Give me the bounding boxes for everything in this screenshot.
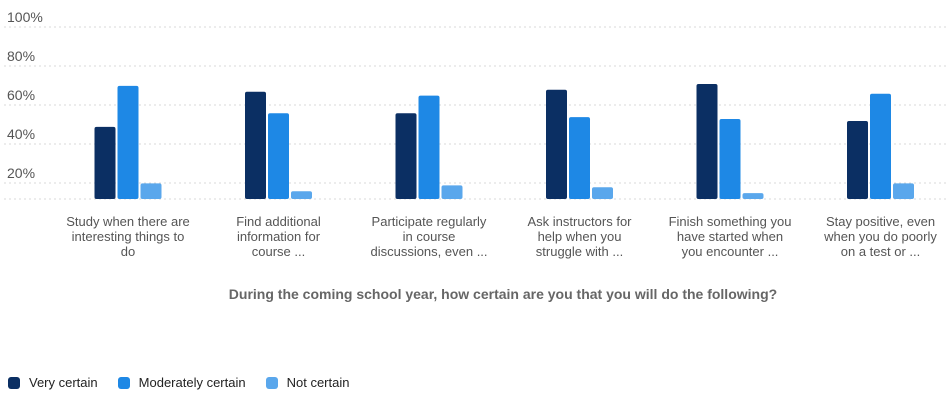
bar-very-certain[interactable] — [546, 89, 567, 199]
legend-item[interactable]: Moderately certain — [117, 375, 246, 390]
bar-moderately-certain[interactable] — [569, 117, 590, 199]
y-tick-label: 100% — [7, 9, 43, 25]
bar-not-certain[interactable] — [893, 183, 914, 199]
legend-swatch — [117, 376, 130, 389]
bar-very-certain[interactable] — [395, 113, 417, 199]
grid-lines — [4, 26, 948, 200]
y-tick-label: 60% — [7, 87, 35, 103]
bar-moderately-certain[interactable] — [719, 119, 741, 199]
bar-moderately-certain[interactable] — [870, 93, 891, 199]
legend-item[interactable]: Very certain — [8, 375, 98, 390]
bar-moderately-certain[interactable] — [418, 95, 440, 199]
bar-very-certain[interactable] — [847, 121, 868, 199]
category-label: Finish something you have started when you… — [669, 214, 792, 259]
bar-moderately-certain[interactable] — [117, 85, 139, 199]
legend-label: Very certain — [29, 375, 98, 390]
bar-very-certain[interactable] — [245, 91, 266, 199]
category-label: Stay positive, even when you do poorly on … — [823, 214, 937, 259]
bar-not-certain[interactable] — [592, 187, 613, 199]
x-axis-title: During the coming school year, how certa… — [229, 286, 777, 302]
category-label: Study when there are interesting things t… — [66, 214, 190, 259]
legend-item[interactable]: Not certain — [265, 375, 350, 390]
legend-swatch — [265, 376, 278, 389]
category-label: Ask instructors for help when you struggle… — [527, 214, 632, 259]
category-label: Participate regularly in course discussion… — [370, 214, 487, 259]
bar-not-certain[interactable] — [441, 185, 463, 199]
legend: Very certain Moderately certain Not certai… — [8, 375, 369, 390]
legend-swatch — [8, 376, 20, 389]
bar-very-certain[interactable] — [696, 83, 718, 199]
category-label: Find additional information for course ... — [236, 214, 321, 259]
y-tick-label: 80% — [7, 48, 35, 64]
bar-moderately-certain[interactable] — [268, 113, 289, 199]
y-axis-ticks: 100% 80% 60% 40% 20% — [7, 9, 43, 181]
bar-not-certain[interactable] — [140, 183, 162, 199]
category-labels: Study when there are interesting things t… — [66, 214, 937, 259]
legend-label: Not certain — [286, 375, 350, 390]
legend-label: Moderately certain — [138, 375, 246, 390]
bar-not-certain[interactable] — [291, 191, 312, 199]
y-tick-label: 40% — [7, 126, 35, 142]
bar-very-certain[interactable] — [94, 126, 116, 199]
bars — [94, 83, 914, 199]
bar-not-certain[interactable] — [742, 193, 764, 199]
y-tick-label: 20% — [7, 165, 35, 181]
